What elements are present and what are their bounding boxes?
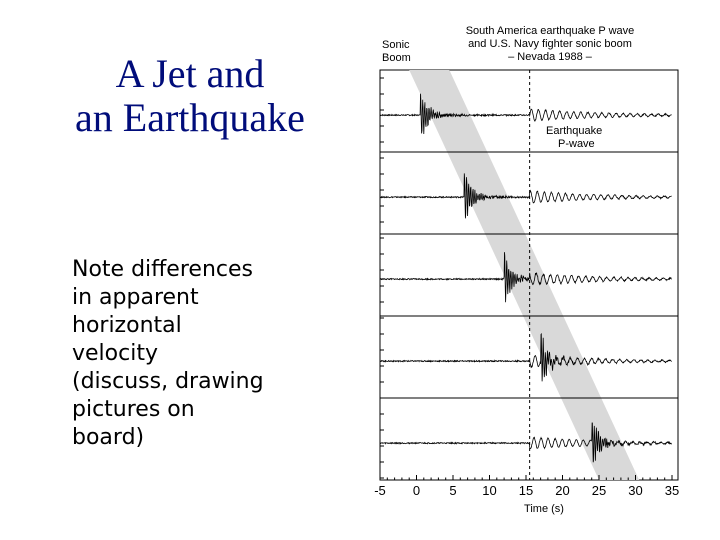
body-line-7: board) [72,425,145,450]
x-tick-labels: -5 0 5 10 15 20 25 30 35 [374,483,679,498]
x-tick-label: 0 [413,483,420,498]
caption-line-3: – Nevada 1988 – [508,51,593,63]
plot-frame [379,69,679,481]
x-tick-label: 30 [628,483,642,498]
caption-line-1: South America earthquake P wave [466,25,635,37]
x-tick-label: 35 [665,483,679,498]
sonic-boom-band [409,70,640,480]
sonic-boom-label-line-2: Boom [382,52,411,64]
earthquake-label-line-1: Earthquake [546,125,602,137]
slide-title: A Jet and an Earthquake [40,52,340,140]
seismic-trace [379,93,672,135]
title-line-1: A Jet and [115,51,265,96]
x-tick-label: 10 [482,483,496,498]
x-tick-label: 15 [519,483,533,498]
body-line-6: pictures on [72,397,195,422]
x-tick-label: 20 [555,483,569,498]
earthquake-label-line-2: P-wave [558,138,595,150]
seismic-trace [379,422,672,463]
x-tick-label: -5 [374,483,386,498]
body-line-5: (discuss, drawing [72,369,264,394]
slide-body: Note differences in apparent horizontal … [72,256,312,452]
body-line-1: Note differences [72,257,253,282]
body-line-3: horizontal [72,313,182,338]
plot-area [379,70,678,480]
seismic-trace [379,173,672,219]
title-line-2: an Earthquake [75,95,305,140]
seismic-trace [379,252,672,303]
caption-line-2: and U.S. Navy fighter sonic boom [468,38,632,50]
body-line-2: in apparent [72,285,199,310]
sonic-boom-label-line-1: Sonic [382,39,410,51]
x-axis-label: Time (s) [524,503,564,515]
body-line-4: velocity [72,341,158,366]
x-tick-label: 5 [449,483,456,498]
seismogram-figure: South America earthquake P wave and U.S.… [374,25,679,515]
x-tick-label: 25 [592,483,606,498]
seismic-trace [379,332,672,382]
